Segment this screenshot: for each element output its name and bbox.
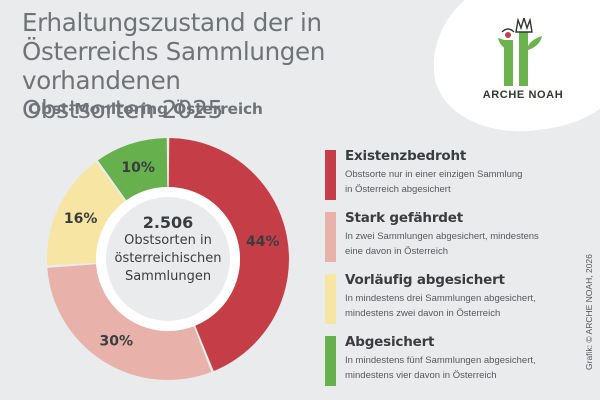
legend-desc-line: mindestens vier davon in Österreich [345,370,497,381]
slice-value-label: 10% [121,160,155,176]
legend-swatch [325,274,336,324]
chart-title: Erhaltungszustand der in Österreichs Sam… [22,8,462,124]
donut-chart: 44% 30% 16% 10% [46,138,289,380]
credit-text: Grafik: © ARCHE NOAH, 2026 [584,254,594,370]
title-line: Erhaltungszustand der in [22,8,322,37]
legend-item-abgesichert: Abgesichert In mindestens fünf Sammlunge… [325,334,565,391]
donut-inner [106,197,230,321]
slice-value-label: 16% [64,211,98,227]
title-line: Obstsorten 2025 [22,95,223,124]
legend-desc-line: in Österreich abgesichert [345,184,451,195]
legend: Existenzbedroht Obstsorte nur in einer e… [325,148,565,396]
legend-desc-line: In mindestens drei Sammlungen abgesicher… [345,293,536,304]
legend-desc-line: mindestens zwei davon in Österreich [345,308,501,319]
legend-title: Stark gefährdet [345,210,463,226]
slice-stark-gef-hrdet [47,264,212,380]
legend-title: Abgesichert [345,334,435,350]
slice-existenzbedroht [168,138,289,372]
legend-item-existenzbedroht: Existenzbedroht Obstsorte nur in einer e… [325,148,565,205]
slice-vorl-ufig-abgesichert [46,161,126,266]
title-line: Österreichs Sammlungen vorhandenen [22,37,326,95]
legend-desc-line: In zwei Sammlungen abgesichert, mindeste… [345,231,539,242]
legend-item-stark-gefaehrdet: Stark gefährdet In zwei Sammlungen abges… [325,210,565,267]
center-number: 2.506 [142,213,194,232]
legend-swatch [325,150,336,200]
legend-desc-line: In mindestens fünf Sammlungen abgesicher… [345,355,536,366]
legend-title: Vorläufig abgesichert [345,272,505,288]
center-label-line: österreichischen [114,251,222,266]
center-label-line: Sammlungen [124,269,212,284]
slice-value-label: 44% [246,234,280,250]
legend-desc-line: eine davon in Österreich [345,246,448,257]
logo-text: ARCHE NOAH [482,89,564,101]
legend-swatch [325,212,336,262]
legend-desc-line: Obstsorte nur in einer einzigen Sammlung [345,169,523,180]
donut-center: 2.506 Obstsorten in österreichischen Sam… [108,213,228,286]
chart-subtitle: Obst-Monitoring Österreich [28,100,263,118]
slice-abgesichert [97,138,168,201]
arche-noah-logo-icon [498,18,542,86]
legend-item-vorlaeufig-abgesichert: Vorläufig abgesichert In mindestens drei… [325,272,565,329]
slice-value-label: 30% [100,333,134,349]
legend-swatch [325,336,336,386]
center-label-line: Obstsorten in [124,233,212,248]
legend-title: Existenzbedroht [345,148,467,164]
